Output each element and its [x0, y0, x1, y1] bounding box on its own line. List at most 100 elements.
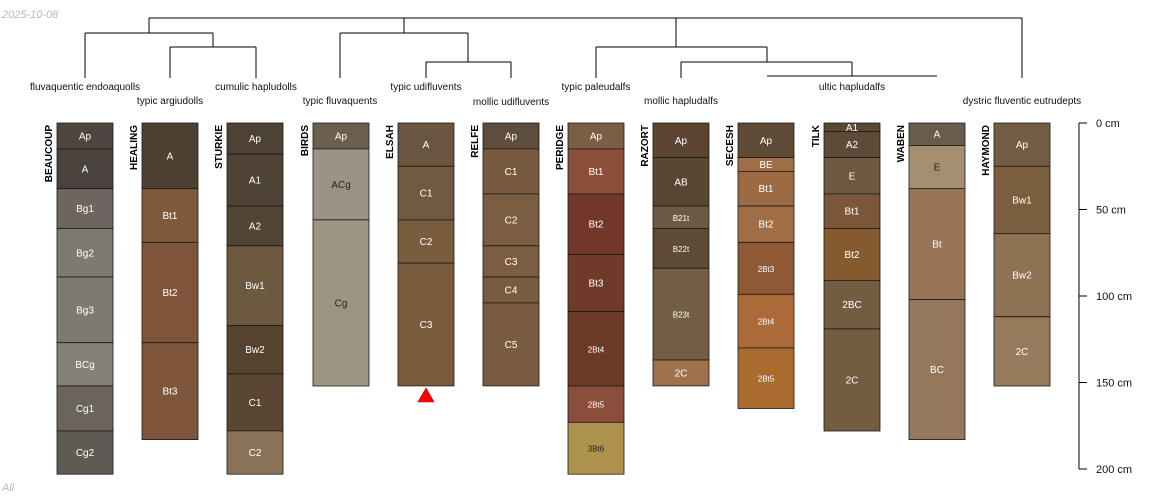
profile-name: PERIDGE	[555, 125, 566, 170]
horizon-block	[908, 188, 966, 300]
horizon-label: Bt2	[162, 288, 177, 299]
horizon-label: BC	[930, 365, 944, 376]
horizon-block	[567, 148, 625, 195]
horizon-label: B22t	[673, 245, 690, 254]
depth-tick-label: 150 cm	[1096, 378, 1132, 390]
horizon-label: 2C	[675, 369, 688, 380]
horizon-block	[226, 245, 284, 326]
horizon-label: C5	[505, 340, 518, 351]
depth-tick-label: 100 cm	[1096, 291, 1132, 303]
horizon-block	[993, 233, 1051, 318]
horizon-block	[737, 205, 795, 243]
horizon-label: Bt3	[162, 387, 177, 398]
horizon-label: C2	[420, 237, 433, 248]
horizon-block	[993, 165, 1051, 235]
horizon-label: E	[849, 171, 856, 182]
profile-name: STURKIE	[214, 125, 225, 169]
horizon-label: C3	[420, 320, 433, 331]
horizon-label: Ap	[249, 134, 262, 145]
depth-tick-label: 200 cm	[1096, 464, 1132, 476]
horizon-block	[567, 311, 625, 387]
horizon-block	[993, 122, 1051, 167]
horizon-block	[993, 316, 1051, 387]
soil-profile: Ap ACg Cg BIRDS	[300, 122, 370, 387]
horizon-block	[567, 254, 625, 312]
horizon-label: 2Bt3	[758, 265, 775, 274]
profile-name: HAYMOND	[981, 125, 992, 176]
horizon-label: C4	[505, 285, 518, 296]
date-label: 2025-10-08	[1, 9, 59, 21]
horizon-label: Ap	[79, 132, 92, 143]
depth-tick-label: 50 cm	[1096, 205, 1126, 217]
horizon-label: BE	[759, 160, 773, 171]
horizon-block	[823, 157, 881, 195]
horizon-block	[823, 193, 881, 229]
horizon-block	[737, 122, 795, 158]
horizon-label: A	[82, 164, 89, 175]
taxon-label: ultic hapludalfs	[819, 82, 885, 93]
profile-name: WABEN	[896, 125, 907, 162]
profile-name: RELFE	[470, 125, 481, 158]
horizon-block	[737, 241, 795, 295]
horizon-label: C1	[249, 398, 262, 409]
taxon-label: fluvaquentic endoaquolls	[30, 82, 140, 93]
horizon-block	[141, 342, 199, 441]
profile-name: BIRDS	[300, 125, 311, 156]
profile-name: RAZORT	[640, 125, 651, 167]
horizon-block	[312, 219, 370, 387]
horizon-label: A1	[846, 123, 859, 134]
horizon-label: C3	[505, 257, 518, 268]
horizon-block	[567, 122, 625, 150]
profile-name: BEAUCOUP	[44, 125, 55, 183]
horizon-block	[482, 245, 540, 278]
taxon-label: mollic udifluvents	[473, 97, 549, 108]
horizon-block	[482, 193, 540, 247]
horizon-block	[652, 359, 710, 387]
horizon-label: Ap	[590, 132, 603, 143]
taxon-label: typic paleudalfs	[562, 82, 631, 93]
soil-profile: Ap Bw1 Bw2 2C HAYMOND	[981, 122, 1051, 387]
taxon-label: typic fluvaquents	[303, 96, 378, 107]
horizon-block	[56, 430, 114, 475]
horizon-label: B23t	[673, 311, 690, 320]
soil-profile: A1 A2 E Bt1 Bt2 2BC 2C TILK	[811, 122, 881, 432]
horizon-label: Bw2	[245, 345, 265, 356]
horizon-block	[56, 385, 114, 432]
horizon-block	[397, 165, 455, 221]
horizon-label: ACg	[331, 180, 350, 191]
horizon-label: Bw1	[1012, 196, 1032, 207]
horizon-block	[652, 122, 710, 158]
horizon-block	[312, 148, 370, 221]
horizon-block	[737, 170, 795, 207]
horizon-label: Bg3	[76, 305, 94, 316]
horizon-block	[312, 122, 370, 150]
horizon-label: Bg2	[76, 248, 94, 259]
horizon-label: E	[934, 163, 941, 174]
horizon-label: 2Bt5	[758, 375, 775, 384]
horizon-label: Bt1	[588, 167, 603, 178]
horizon-block	[652, 157, 710, 207]
profile-name: TILK	[811, 124, 822, 147]
horizon-block	[56, 342, 114, 387]
horizon-label: 2Bt4	[758, 318, 775, 327]
corner-label: All	[1, 482, 15, 494]
horizon-label: BCg	[75, 360, 94, 371]
horizon-block	[397, 262, 455, 387]
horizon-label: Bt3	[588, 279, 603, 290]
profile-name: SECESH	[725, 125, 736, 166]
horizon-block	[652, 228, 710, 269]
profile-name: ELSAH	[385, 125, 396, 159]
soil-profile: A E Bt BC WABEN	[896, 122, 966, 441]
horizon-label: Bt2	[844, 250, 859, 261]
horizon-label: 2BC	[842, 300, 861, 311]
horizon-block	[56, 228, 114, 278]
horizon-label: B21t	[673, 214, 690, 223]
horizon-label: Bt1	[758, 184, 773, 195]
soil-profile: Ap A1 A2 Bw1 Bw2 C1 C2 STURKIE	[214, 122, 284, 475]
horizon-block	[56, 188, 114, 229]
horizon-block	[823, 279, 881, 330]
horizon-label: A	[934, 130, 941, 141]
horizon-label: 2C	[1016, 347, 1029, 358]
